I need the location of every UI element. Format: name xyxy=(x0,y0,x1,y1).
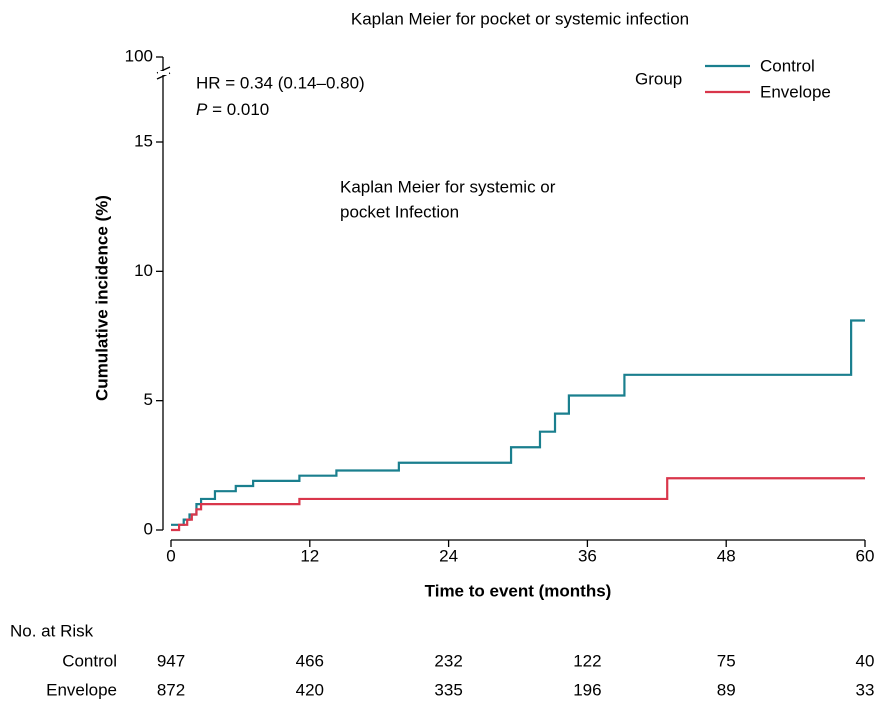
x-tick-label: 0 xyxy=(166,546,175,565)
km-curve xyxy=(171,477,865,532)
annotation: P = 0.010 xyxy=(196,100,269,119)
x-tick-label: 12 xyxy=(300,546,319,565)
annotation: pocket Infection xyxy=(340,202,459,221)
annotation-text: = 0.010 xyxy=(207,100,269,119)
annotation: Kaplan Meier for systemic or xyxy=(340,177,556,196)
annotation-italic: P xyxy=(196,100,208,119)
risk-count: 872 xyxy=(157,680,185,699)
risk-count: 335 xyxy=(434,680,462,699)
risk-row-label: Control xyxy=(62,651,117,670)
annotation: HR = 0.34 (0.14–0.80) xyxy=(196,73,365,92)
risk-count: 196 xyxy=(573,680,601,699)
x-axis-label: Time to event (months) xyxy=(425,581,612,600)
axis-break-gap xyxy=(158,71,169,75)
y-tick-label: 10 xyxy=(134,261,153,280)
x-tick-label: 60 xyxy=(856,546,875,565)
risk-count: 40 xyxy=(856,651,875,670)
x-tick-label: 36 xyxy=(578,546,597,565)
risk-title: No. at Risk xyxy=(10,621,94,640)
legend-label: Envelope xyxy=(760,82,831,101)
x-tick-label: 24 xyxy=(439,546,458,565)
y-axis-label: Cumulative incidence (%) xyxy=(92,195,111,401)
km-curve xyxy=(171,319,865,526)
risk-count: 232 xyxy=(434,651,462,670)
x-tick-label: 48 xyxy=(717,546,736,565)
risk-count: 75 xyxy=(717,651,736,670)
risk-count: 466 xyxy=(296,651,324,670)
risk-count: 122 xyxy=(573,651,601,670)
y-tick-label: 5 xyxy=(144,390,153,409)
legend-label: Control xyxy=(760,56,815,75)
y-tick-label: 100 xyxy=(125,46,153,65)
legend-title: Group xyxy=(635,69,682,88)
chart-title: Kaplan Meier for pocket or systemic infe… xyxy=(351,9,689,28)
y-tick-label: 0 xyxy=(144,519,153,538)
risk-row-label: Envelope xyxy=(46,680,117,699)
risk-count: 947 xyxy=(157,651,185,670)
risk-count: 420 xyxy=(296,680,324,699)
risk-count: 89 xyxy=(717,680,736,699)
risk-count: 33 xyxy=(856,680,875,699)
y-tick-label: 15 xyxy=(134,131,153,150)
